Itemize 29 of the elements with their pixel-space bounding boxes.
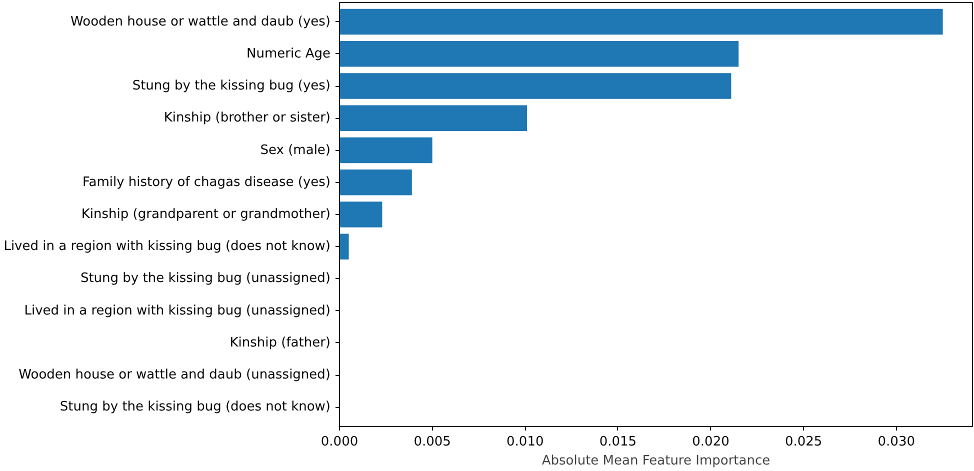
x-axis-title: Absolute Mean Feature Importance (542, 454, 770, 468)
bar (340, 105, 527, 131)
x-tick-label: 0.030 (878, 434, 915, 450)
x-tick-label: 0.005 (414, 434, 451, 450)
y-tick-label: Stung by the kissing bug (does not know) (60, 400, 331, 415)
x-tick-label: 0.015 (599, 434, 637, 450)
x-tick-label: 0.010 (506, 434, 544, 450)
y-tick-label: Stung by the kissing bug (yes) (132, 78, 331, 94)
bar (340, 202, 382, 228)
y-tick-label: Kinship (grandparent or grandmother) (81, 207, 330, 222)
y-tick-label: Family history of chagas disease (yes) (82, 174, 330, 190)
y-tick-label: Wooden house or wattle and daub (yes) (70, 14, 331, 30)
bar (340, 137, 432, 164)
bar (340, 234, 349, 260)
x-tick-label: 0.020 (692, 434, 730, 450)
y-tick-label: Kinship (brother or sister) (164, 110, 331, 126)
bar (340, 41, 739, 67)
x-tick-label: 0.000 (320, 434, 358, 450)
y-tick-label: Lived in a region with kissing bug (unassigned) (24, 303, 331, 318)
x-tick-label: 0.025 (784, 434, 822, 450)
bar (340, 73, 732, 99)
bar (340, 8, 943, 35)
y-tick-label: Kinship (father) (230, 335, 330, 350)
bar (340, 170, 412, 196)
y-tick-label: Numeric Age (246, 46, 331, 62)
y-tick-label: Lived in a region with kissing bug (does not know) (4, 239, 330, 254)
y-tick-label: Stung by the kissing bug (unassigned) (80, 271, 331, 286)
y-tick-label: Wooden house or wattle and daub (unassigned) (18, 368, 330, 383)
y-tick-label: Sex (male) (260, 142, 331, 158)
